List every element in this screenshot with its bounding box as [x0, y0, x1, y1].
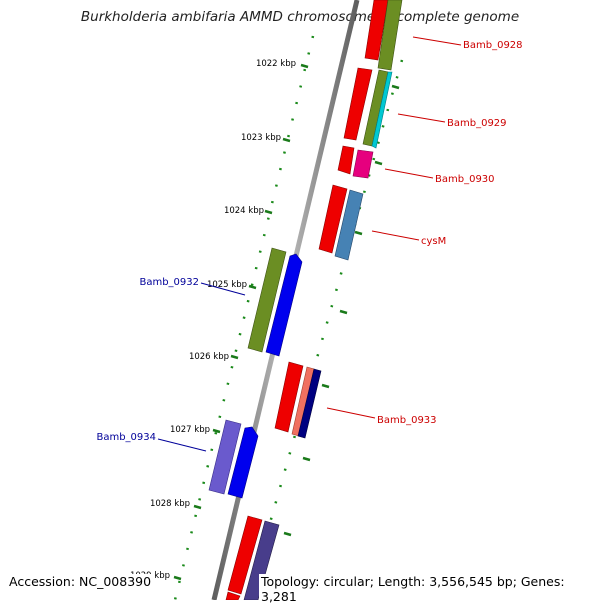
gene-label-group-bamb-0930[interactable]: Bamb_0930 [384, 168, 495, 185]
gene-feature-blue-0932[interactable] [265, 253, 303, 357]
accession-text: Accession: NC_008390 [7, 574, 154, 589]
tick-label-1028: 1028 kbp [150, 499, 190, 509]
tick-1026: 1026 kbp [189, 352, 239, 362]
gene-features [208, 0, 403, 600]
gene-feature-red-cysm[interactable] [318, 184, 348, 254]
gene-feature-red-bottom-2[interactable] [225, 591, 241, 600]
gene-feature-darkslate-bottom[interactable] [243, 520, 280, 600]
gene-label-bamb-0933[interactable]: Bamb_0933 [377, 415, 437, 426]
gene-feature-red-0930[interactable] [337, 145, 355, 175]
tick-1022: 1022 kbp [256, 59, 309, 69]
tick-label-1026: 1026 kbp [189, 352, 229, 362]
gene-label-bamb-0934[interactable]: Bamb_0934 [96, 432, 156, 443]
gene-label-bamb-0929[interactable]: Bamb_0929 [447, 118, 507, 129]
topology-text: Topology: circular; Length: 3,556,545 bp… [259, 574, 600, 604]
gene-label-group-bamb-0928[interactable]: Bamb_0928 [412, 36, 523, 51]
tick-1025: 1025 kbp [207, 280, 257, 290]
tick-label-1027: 1027 kbp [170, 425, 210, 435]
gene-feature-navy-0933[interactable] [297, 368, 322, 439]
gene-feature-blue-0934[interactable] [227, 426, 259, 499]
gene-label-group-bamb-0929[interactable]: Bamb_0929 [397, 113, 507, 129]
gene-feature-slateblue-0934[interactable] [208, 419, 242, 495]
gene-label-group-bamb-0932[interactable]: Bamb_0932 [139, 277, 246, 296]
gene-feature-red-top[interactable] [364, 0, 389, 61]
gene-feature-olive-0932[interactable] [247, 247, 287, 353]
map-title: Burkholderia ambifaria AMMD chromosome 1… [80, 9, 520, 25]
gene-feature-red-0933[interactable] [274, 361, 304, 433]
gene-label-bamb-0930[interactable]: Bamb_0930 [435, 174, 495, 185]
tick-1023: 1023 kbp [241, 133, 291, 143]
inner-dotted-track [173, 35, 315, 600]
tick-label-1023: 1023 kbp [241, 133, 281, 143]
gene-feature-steelblue-cysm[interactable] [334, 189, 364, 261]
gene-label-bamb-0932[interactable]: Bamb_0932 [139, 277, 199, 288]
gene-label-cysm[interactable]: cysM [421, 236, 446, 247]
gene-feature-red-bottom[interactable] [227, 515, 263, 595]
outer-track-dashes [283, 84, 400, 537]
gene-label-bamb-0928[interactable]: Bamb_0928 [463, 40, 523, 51]
tick-label-1024: 1024 kbp [224, 206, 264, 216]
gene-feature-olive-top[interactable] [377, 0, 403, 71]
gene-feature-cyan-0929[interactable] [371, 71, 393, 149]
gene-labels: Bamb_0928 Bamb_0929 Bamb_0930 cysM Bamb_… [96, 36, 523, 452]
tick-1027: 1027 kbp [170, 425, 221, 435]
gene-label-group-bamb-0933[interactable]: Bamb_0933 [326, 407, 437, 426]
tick-1024: 1024 kbp [224, 206, 273, 216]
gene-feature-magenta-0930[interactable] [352, 149, 374, 179]
gene-label-group-bamb-0934[interactable]: Bamb_0934 [96, 432, 207, 452]
tick-label-1022: 1022 kbp [256, 59, 296, 69]
gene-label-group-cysm[interactable]: cysM [371, 230, 446, 247]
gene-feature-red-0929[interactable] [343, 67, 373, 141]
tick-1028: 1028 kbp [150, 499, 202, 510]
tick-label-1025: 1025 kbp [207, 280, 247, 290]
